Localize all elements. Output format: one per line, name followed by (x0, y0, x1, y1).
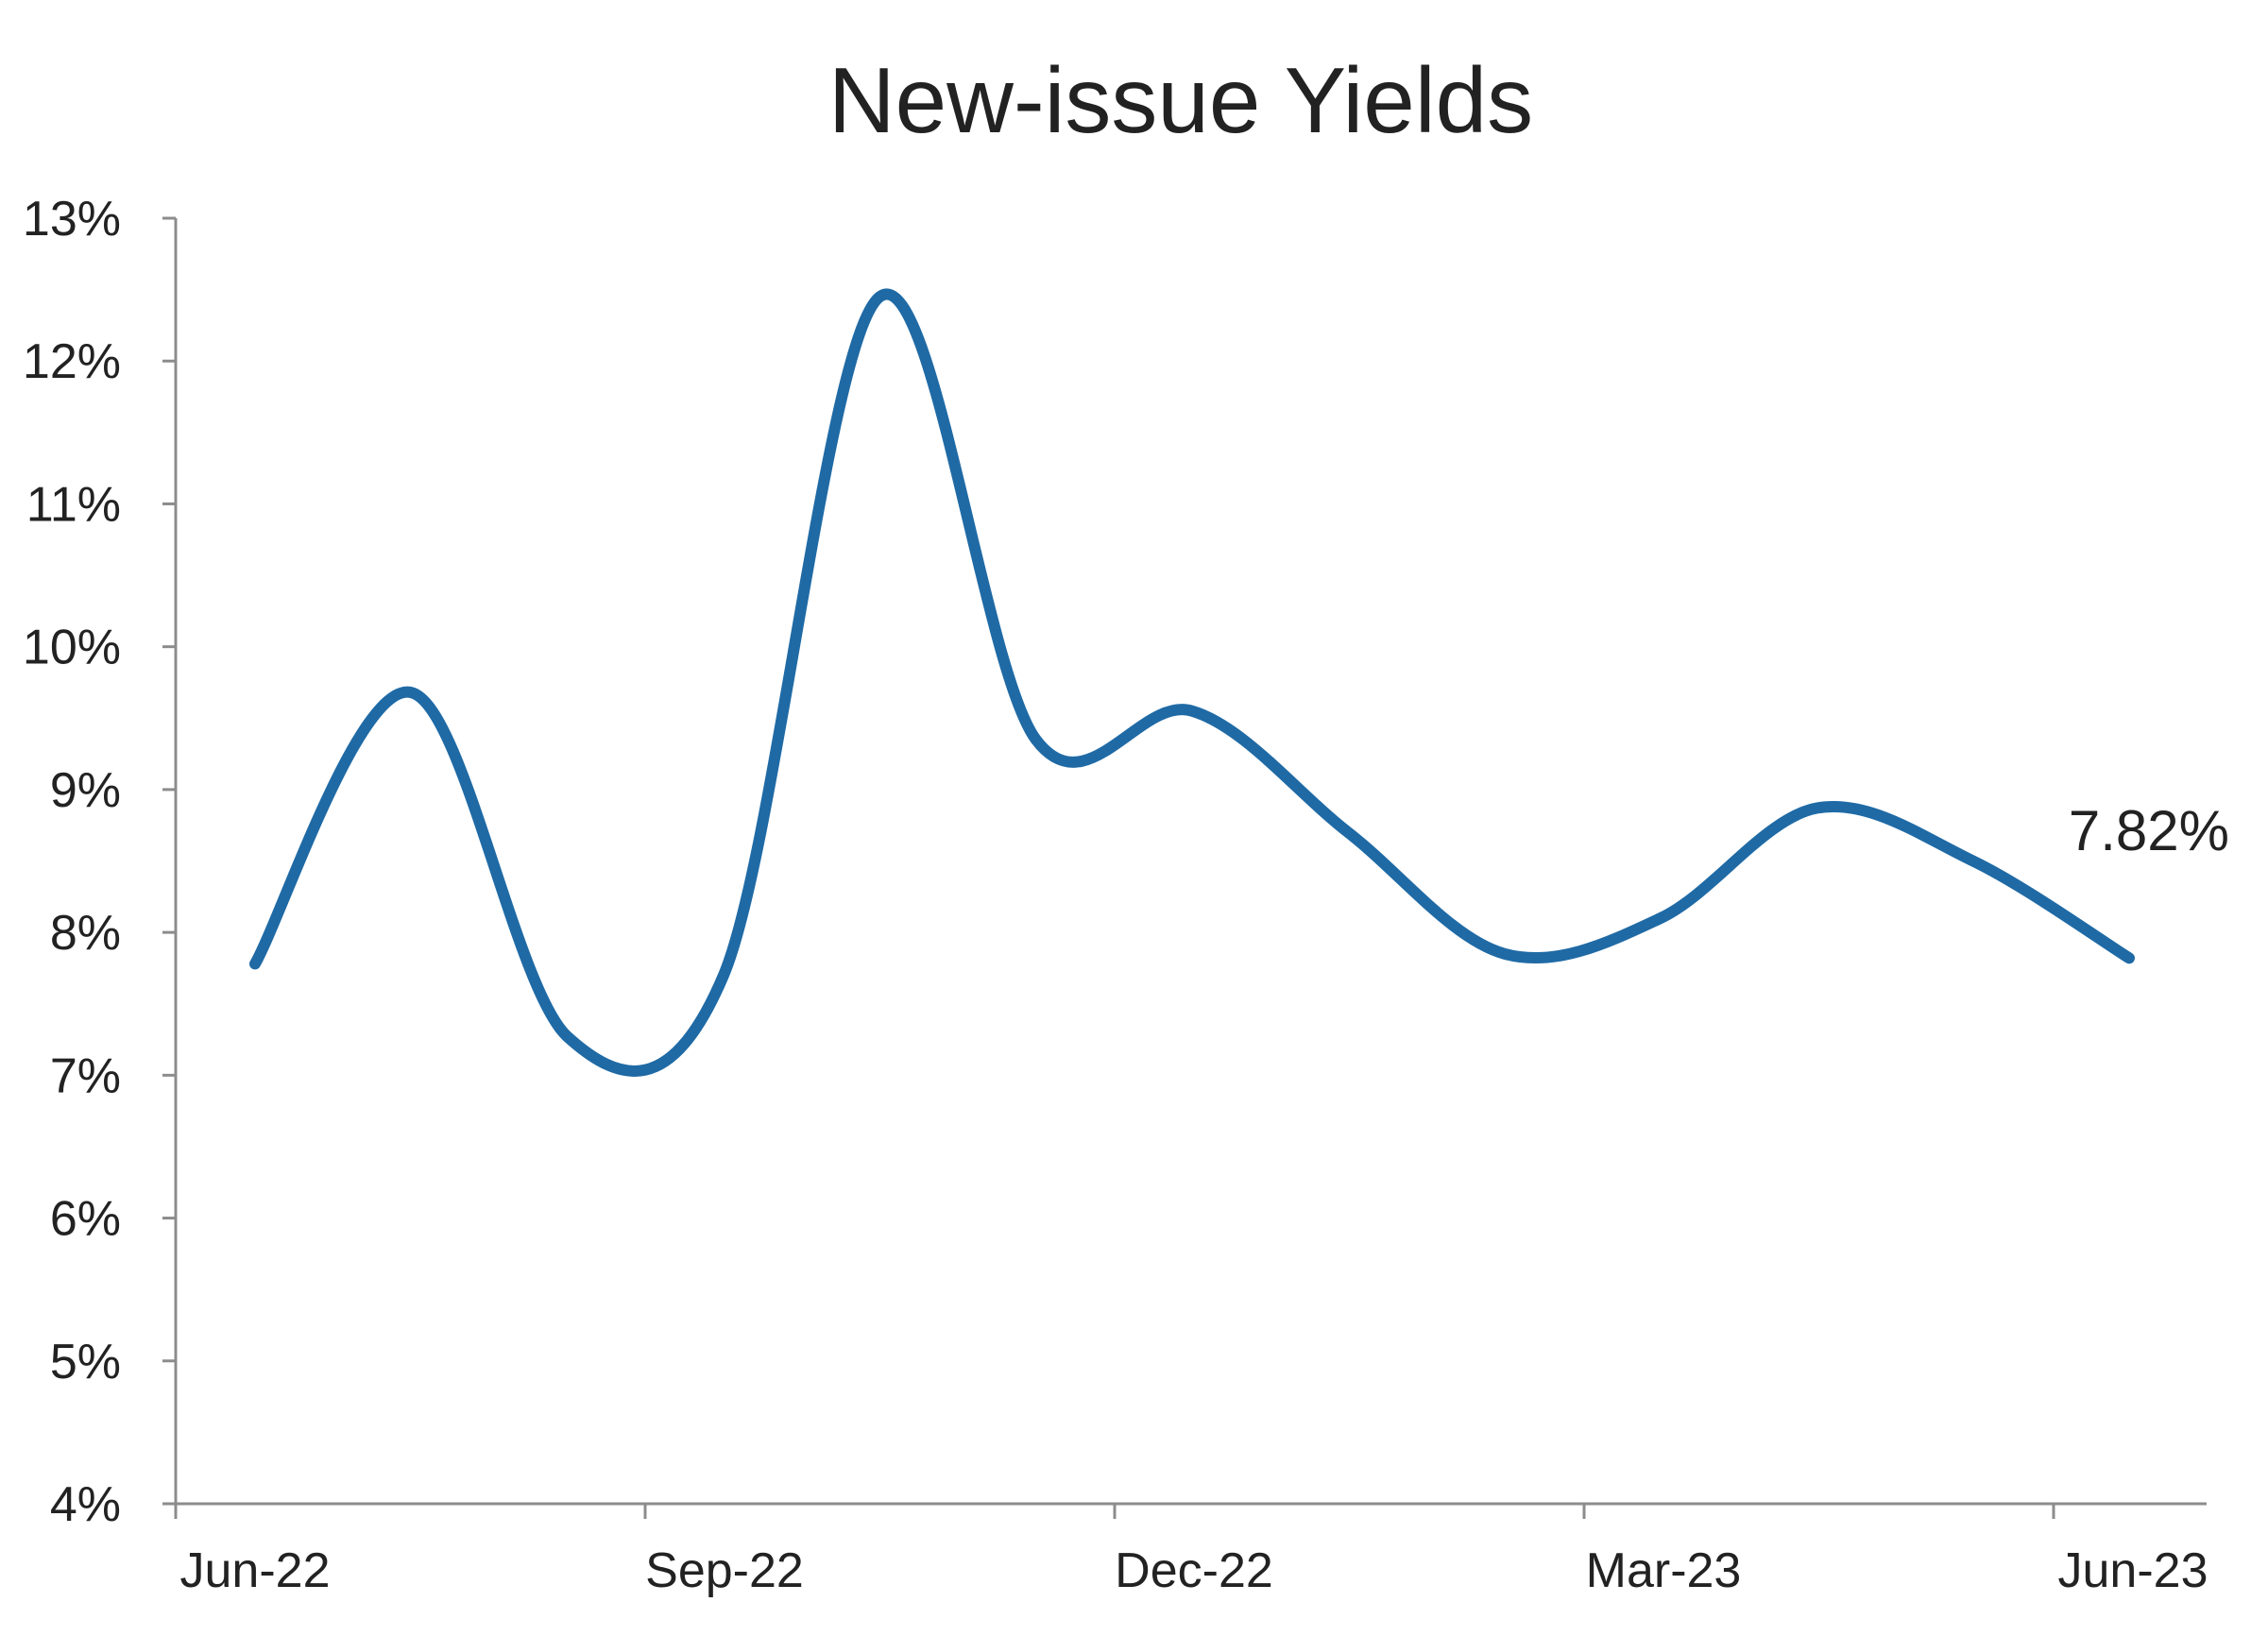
x-tick-label: Mar-23 (1586, 1543, 1742, 1598)
y-axis: 13% 12% 11% 10% 9% 8% 7% 6% 5% 4% (23, 192, 178, 1532)
y-tick-label: 8% (50, 906, 121, 961)
series-group (249, 288, 2135, 1077)
y-tick-label: 11% (26, 477, 121, 532)
chart-title: New-issue Yields (828, 48, 1533, 152)
y-tick-label: 5% (50, 1335, 121, 1389)
y-tick-label: 9% (50, 763, 121, 818)
x-tick-label: Sep-22 (645, 1543, 804, 1598)
x-axis: Jun-22 Sep-22 Dec-22 Mar-23 Jun-23 (174, 1502, 2208, 1598)
yield-series-line (249, 288, 2135, 1077)
y-tick-label: 4% (50, 1477, 121, 1532)
y-tick-label: 10% (23, 621, 121, 675)
y-tick-label: 6% (50, 1192, 121, 1247)
end-value-label: 7.82% (2069, 799, 2229, 862)
y-tick-label: 13% (23, 192, 121, 247)
y-tick-label: 7% (50, 1048, 121, 1103)
x-tick-label: Jun-23 (2058, 1543, 2208, 1598)
y-tick-label: 12% (23, 334, 121, 389)
x-tick-label: Dec-22 (1115, 1543, 1273, 1598)
x-tick-label: Jun-22 (180, 1543, 331, 1598)
